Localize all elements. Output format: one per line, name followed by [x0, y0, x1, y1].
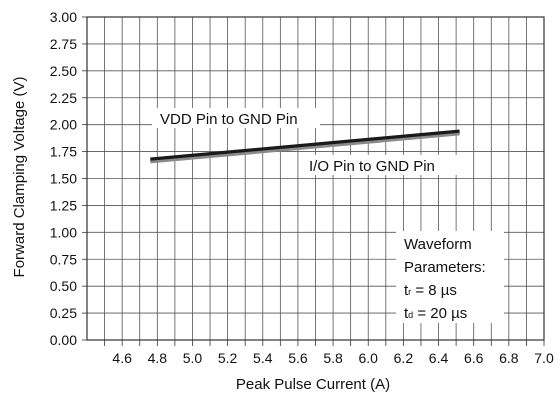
series-layer: [150, 129, 460, 164]
y-tick-label: 1.25: [50, 197, 77, 213]
td-symbol: t: [404, 305, 409, 322]
y-tick-label: 1.50: [50, 171, 77, 187]
annotation-tr: tr = 8 µs: [404, 282, 457, 299]
x-tick-label: 5.2: [218, 350, 238, 366]
x-tick-label: 6.8: [499, 350, 519, 366]
x-tick-label: 5.8: [323, 350, 343, 366]
x-tick-label: 6.2: [394, 350, 414, 366]
td-subscript: d: [408, 310, 413, 320]
x-axis-title: Peak Pulse Current (A): [236, 376, 390, 393]
tr-symbol: t: [404, 282, 409, 299]
series-label-io-text: I/O Pin to GND Pin: [309, 158, 435, 175]
annotation-line2: Parameters:: [404, 259, 486, 276]
y-tick-label: 2.25: [50, 90, 77, 106]
x-tick-labels: 4.6 4.8 5.0 5.2 5.4 5.6 5.8 6.0 6.2 6.4 6.6 6.8 7.0: [112, 350, 554, 366]
x-tick-label: 6.4: [429, 350, 449, 366]
tr-subscript: r: [408, 287, 411, 297]
td-value: = 20 µs: [413, 305, 467, 322]
x-tick-label: 5.4: [253, 350, 273, 366]
waveform-annotation: Waveform Parameters: tr = 8 µs td = 20 µ…: [396, 231, 504, 323]
x-tick-label: 4.8: [148, 350, 168, 366]
x-tick-label: 5.0: [183, 350, 203, 366]
tick-marks: [82, 16, 545, 346]
series-label-io: I/O Pin to GND Pin: [302, 155, 460, 175]
y-tick-label: 0.50: [50, 278, 77, 294]
y-axis-title: Forward Clamping Voltage (V): [11, 77, 28, 278]
series-label-vdd: VDD Pin to GND Pin: [152, 108, 320, 128]
annotation-line1: Waveform: [404, 236, 472, 253]
y-tick-label: 2.75: [50, 36, 77, 52]
tr-value: = 8 µs: [411, 282, 457, 299]
y-tick-label: 2.00: [50, 117, 77, 133]
y-tick-label: 3.00: [50, 9, 77, 25]
y-tick-label: 0.00: [50, 332, 77, 348]
y-tick-label: 0.75: [50, 251, 77, 267]
y-tick-label: 2.50: [50, 63, 77, 79]
x-tick-label: 5.6: [288, 350, 308, 366]
y-tick-label: 1.75: [50, 144, 77, 160]
y-tick-label: 1.00: [50, 224, 77, 240]
x-tick-label: 6.6: [464, 350, 484, 366]
y-tick-label: 0.25: [50, 305, 77, 321]
series-label-vdd-text: VDD Pin to GND Pin: [160, 111, 298, 128]
x-tick-label: 4.6: [112, 350, 132, 366]
x-tick-label: 7.0: [534, 350, 554, 366]
annotation-td: td = 20 µs: [404, 305, 467, 322]
y-tick-labels: 0.00 0.25 0.50 0.75 1.00 1.25 1.50 1.75 2.00 2.25…: [50, 9, 77, 348]
series-line-io-to-gnd: [150, 132, 460, 164]
series-line-vdd-to-gnd: [150, 129, 460, 161]
x-tick-label: 6.0: [358, 350, 378, 366]
